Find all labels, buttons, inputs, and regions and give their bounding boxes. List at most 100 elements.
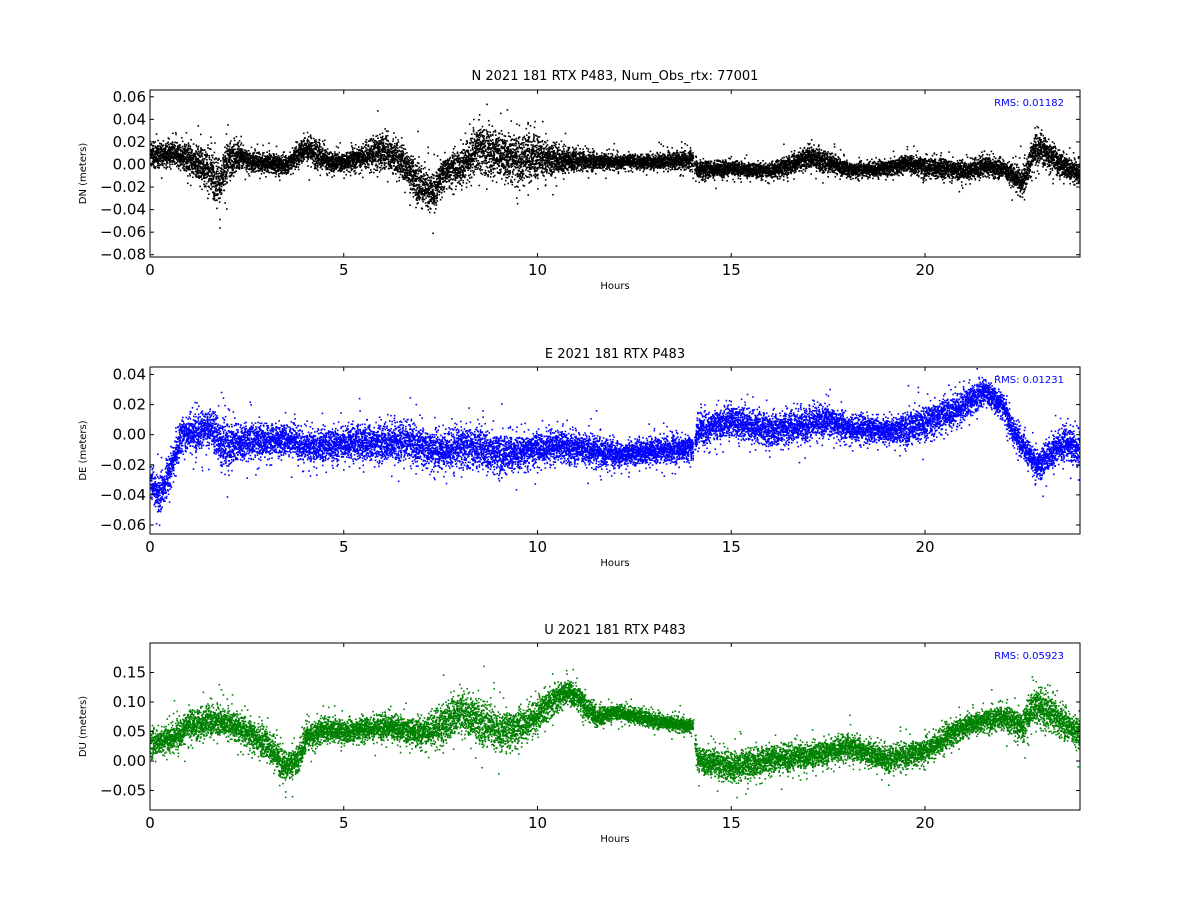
data-point	[324, 139, 326, 142]
data-point	[240, 135, 242, 138]
data-point	[331, 168, 333, 171]
data-point	[242, 155, 244, 158]
data-point	[204, 167, 207, 169]
data-point	[242, 163, 245, 165]
data-point	[241, 167, 244, 169]
data-point	[400, 164, 402, 166]
data-point	[417, 170, 420, 173]
data-point	[379, 139, 382, 142]
data-point	[191, 149, 193, 151]
data-point	[289, 157, 292, 159]
data-point	[390, 165, 393, 168]
data-point	[215, 185, 217, 188]
data-point	[166, 146, 168, 148]
data-point	[160, 177, 163, 179]
data-point	[301, 154, 304, 156]
data-point	[240, 164, 243, 167]
data-point	[380, 136, 382, 139]
data-point	[198, 177, 200, 179]
data-point	[155, 159, 157, 162]
data-point	[155, 133, 158, 135]
data-point	[300, 159, 303, 161]
data-point	[385, 149, 387, 151]
data-point	[282, 154, 284, 156]
data-point	[230, 166, 233, 168]
data-point	[337, 156, 339, 158]
data-point	[226, 162, 229, 165]
data-point	[297, 159, 300, 161]
data-point	[183, 145, 186, 147]
data-point	[383, 163, 386, 166]
data-point	[233, 148, 235, 151]
data-point	[205, 151, 207, 153]
data-point	[186, 147, 189, 150]
data-point	[384, 155, 386, 157]
data-point	[188, 159, 190, 161]
data-point	[389, 165, 392, 168]
data-point	[237, 162, 240, 164]
data-point	[388, 167, 390, 170]
data-point	[313, 163, 315, 166]
data-point	[432, 190, 434, 193]
data-point	[215, 176, 218, 178]
data-point	[187, 142, 190, 144]
data-point	[200, 160, 202, 162]
data-point	[153, 142, 155, 144]
data-point	[253, 167, 255, 169]
data-point	[222, 176, 225, 179]
data-point	[160, 156, 162, 159]
data-point	[298, 160, 301, 163]
data-point	[351, 145, 353, 147]
data-point	[355, 154, 357, 157]
data-point	[306, 160, 308, 163]
data-point	[351, 165, 353, 167]
data-point	[440, 166, 442, 168]
data-point	[178, 147, 181, 149]
data-point	[375, 160, 377, 163]
data-point	[366, 156, 369, 159]
data-point	[431, 182, 433, 185]
data-point	[425, 192, 427, 195]
data-point	[378, 141, 381, 144]
data-point	[374, 139, 377, 142]
data-point	[197, 154, 199, 156]
data-point	[197, 165, 199, 168]
data-point	[222, 173, 225, 175]
data-point	[292, 172, 294, 175]
data-point	[274, 161, 277, 163]
data-point	[268, 142, 270, 145]
data-point	[330, 152, 332, 154]
data-point	[234, 171, 236, 174]
data-point	[217, 182, 219, 185]
data-point	[194, 163, 197, 166]
data-point	[265, 164, 267, 167]
data-point	[304, 156, 306, 158]
data-point	[363, 162, 366, 165]
data-point	[263, 152, 265, 154]
data-point	[443, 190, 446, 193]
data-point	[377, 141, 379, 143]
data-point	[173, 143, 175, 146]
data-point	[222, 171, 224, 174]
data-point	[384, 138, 386, 140]
data-point	[272, 160, 274, 162]
data-point	[283, 151, 285, 153]
data-point	[235, 167, 238, 169]
data-point	[188, 151, 191, 154]
data-point	[240, 148, 243, 150]
data-point	[369, 148, 371, 150]
data-point	[196, 171, 199, 173]
data-point	[378, 147, 381, 150]
data-point	[154, 167, 157, 170]
data-point	[413, 182, 415, 185]
data-point	[396, 166, 399, 169]
data-point	[201, 159, 204, 161]
data-point	[318, 159, 320, 162]
data-point	[332, 164, 335, 167]
data-point	[434, 189, 437, 192]
data-point	[159, 158, 162, 161]
data-point	[242, 144, 245, 147]
data-point	[208, 178, 210, 181]
data-point	[433, 203, 436, 206]
data-point	[265, 162, 268, 165]
